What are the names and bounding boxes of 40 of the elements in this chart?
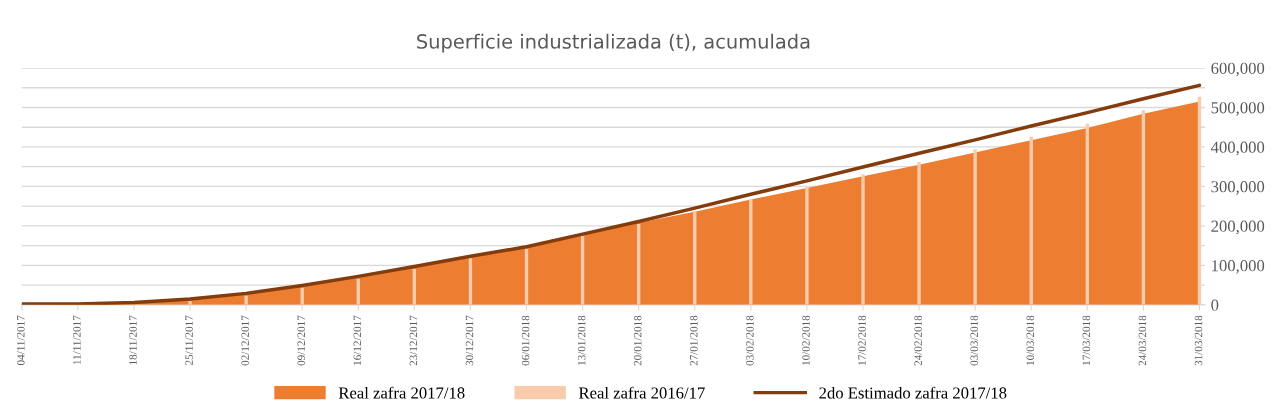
bar <box>973 149 977 305</box>
x-tick-label: 11/11/2017 <box>73 315 81 365</box>
bar <box>244 295 248 305</box>
y-tick-label: 600,000 <box>1211 62 1265 77</box>
chart-title: Superficie industrializada (t), acumulada <box>417 33 810 53</box>
x-tick-label: 10/03/2018 <box>1026 315 1035 365</box>
bar <box>861 174 865 305</box>
bar <box>917 161 921 305</box>
y-tick-label: 200,000 <box>1211 220 1265 235</box>
x-tick-label: 27/01/2018 <box>690 315 698 366</box>
x-tick-label: 03/02/2018 <box>746 315 754 366</box>
y-tick-label: 300,000 <box>1211 181 1265 195</box>
bar <box>805 187 809 305</box>
x-tick-label: 30/12/2017 <box>465 315 474 366</box>
x-tick-label: 09/12/2017 <box>297 315 305 366</box>
x-tick-label: 04/11/2017 <box>17 315 25 366</box>
x-tick-label: 02/12/2017 <box>241 315 249 366</box>
x-tick-label: 13/01/2018 <box>577 315 586 365</box>
x-tick-label: 16/12/2017 <box>353 315 362 365</box>
y-tick-label: 100,000 <box>1212 260 1265 274</box>
y-tick-label: 0 <box>1211 299 1219 311</box>
x-tick-label: 18/11/2017 <box>129 315 137 365</box>
legend-label: Real zafra 2016/17 <box>578 386 705 399</box>
x-tick-label: 20/01/2018 <box>633 315 642 366</box>
x-tick-label: 17/03/2018 <box>1082 315 1091 365</box>
x-tick-label: 17/02/2018 <box>858 315 866 365</box>
x-tick-label: 23/12/2017 <box>409 315 418 366</box>
bar <box>188 300 192 305</box>
y-tick-label: 400,000 <box>1210 141 1265 156</box>
y-tick-label: 500,000 <box>1211 102 1265 116</box>
x-tick-label: 24/02/2018 <box>914 315 922 366</box>
legend-label: Real zafra 2017/18 <box>338 386 465 399</box>
x-tick-label: 03/03/2018 <box>970 315 978 366</box>
legend-label: 2do Estimado zafra 2017/18 <box>819 386 1007 399</box>
x-tick-label: 06/01/2018 <box>521 315 530 366</box>
x-tick-label: 31/03/2018 <box>1194 315 1203 366</box>
x-tick-label: 25/11/2017 <box>185 315 193 365</box>
bar <box>749 199 753 305</box>
x-tick-label: 10/02/2018 <box>802 315 810 365</box>
x-tick-label: 24/03/2018 <box>1138 315 1147 366</box>
